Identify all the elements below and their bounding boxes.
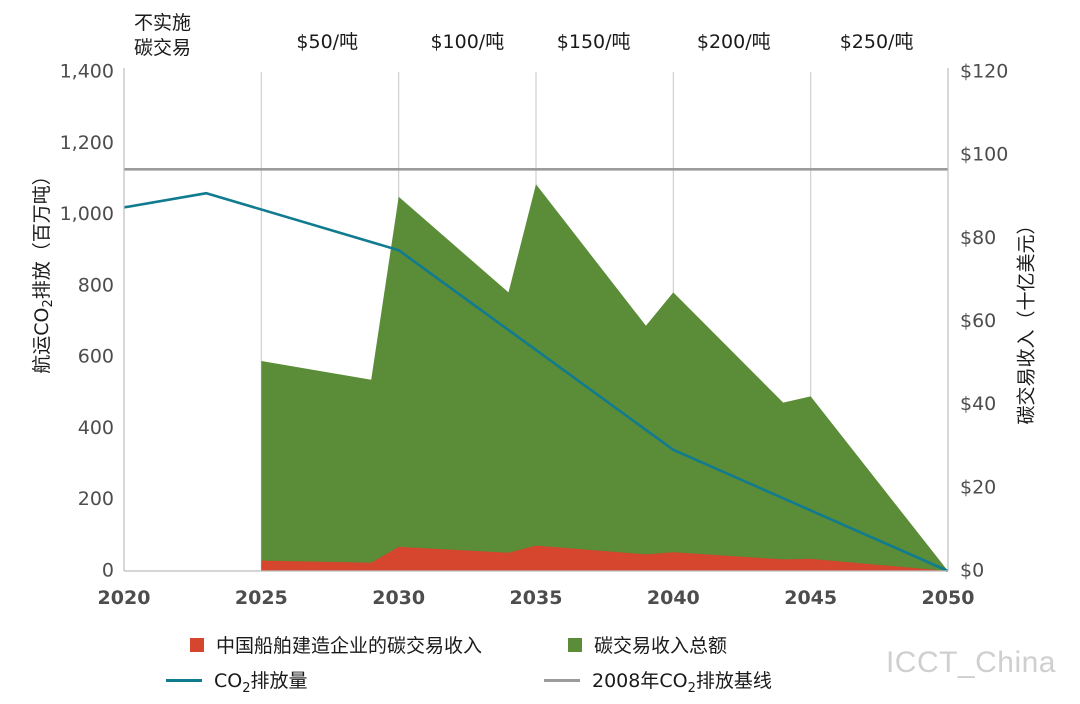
legend-line-teal <box>166 679 202 683</box>
area-series-1 <box>261 545 948 571</box>
y-right-tick-label: $20 <box>960 476 996 498</box>
phase-label: $100/吨 <box>430 31 504 53</box>
axes <box>123 68 949 572</box>
y-left-axis-title: 航运CO2排放（百万吨） <box>31 166 56 374</box>
phase-label: 不实施 <box>134 12 191 34</box>
legend-label: 2008年CO2排放基线 <box>592 670 772 696</box>
phase-label: $250/吨 <box>840 31 914 53</box>
legend-item-shipbuilder-revenue: 中国船舶建造企业的碳交易收入 <box>190 631 482 658</box>
x-tick-label: 2045 <box>784 587 837 609</box>
x-tick-label: 2030 <box>372 587 425 609</box>
y-left-tick-label: 1,400 <box>60 61 114 83</box>
y-left-tick-label: 200 <box>78 488 114 510</box>
tick-labels: 1,400 1,200 1,000 800 600 400 200 0 $120 $100 $80 $… <box>60 61 1009 610</box>
y-left-tick-label: 0 <box>102 560 114 582</box>
y-right-tick-label: $80 <box>960 227 996 249</box>
watermark: ICCT_China <box>885 646 1056 679</box>
y-right-axis-title: 碳交易收入（十亿美元） <box>1016 215 1038 424</box>
legend-label: 碳交易收入总额 <box>594 635 728 657</box>
y-right-tick-label: $100 <box>960 144 1008 166</box>
y-right-tick-label: $40 <box>960 393 996 415</box>
y-left-tick-label: 1,200 <box>60 132 114 154</box>
y-left-tick-label: 1,000 <box>60 203 114 225</box>
legend-item-2008-baseline: 2008年CO2排放基线 <box>544 666 772 696</box>
y-right-tick-label: $120 <box>960 61 1008 83</box>
y-left-tick-label: 600 <box>78 346 114 368</box>
line-series <box>123 168 949 573</box>
phase-label: 碳交易 <box>134 37 191 59</box>
legend-line-gray <box>544 679 580 683</box>
y-left-tick-label: 800 <box>78 274 114 296</box>
phase-label: $200/吨 <box>697 31 771 53</box>
y-right-tick-label: $0 <box>960 560 984 582</box>
y-right-tick-label: $60 <box>960 310 996 332</box>
legend-swatch-green <box>568 637 582 652</box>
phase-label: $150/吨 <box>557 31 631 53</box>
legend-label: 中国船舶建造企业的碳交易收入 <box>216 635 483 657</box>
x-tick-label: 2020 <box>98 587 151 609</box>
legend-swatch-red <box>190 637 204 652</box>
legend-label: CO2排放量 <box>214 670 308 696</box>
area-series <box>261 184 948 572</box>
legend-item-total-revenue: 碳交易收入总额 <box>568 631 727 658</box>
line-series-co2 <box>123 191 949 573</box>
area-series-0 <box>261 184 948 572</box>
y-left-tick-label: 400 <box>78 417 114 439</box>
x-tick-label: 2025 <box>235 587 288 609</box>
x-tick-label: 2050 <box>922 587 975 609</box>
phase-label: $50/吨 <box>296 31 358 53</box>
x-tick-label: 2040 <box>647 587 700 609</box>
x-tick-label: 2035 <box>510 587 563 609</box>
legend-item-co2-emissions: CO2排放量 <box>166 666 308 696</box>
